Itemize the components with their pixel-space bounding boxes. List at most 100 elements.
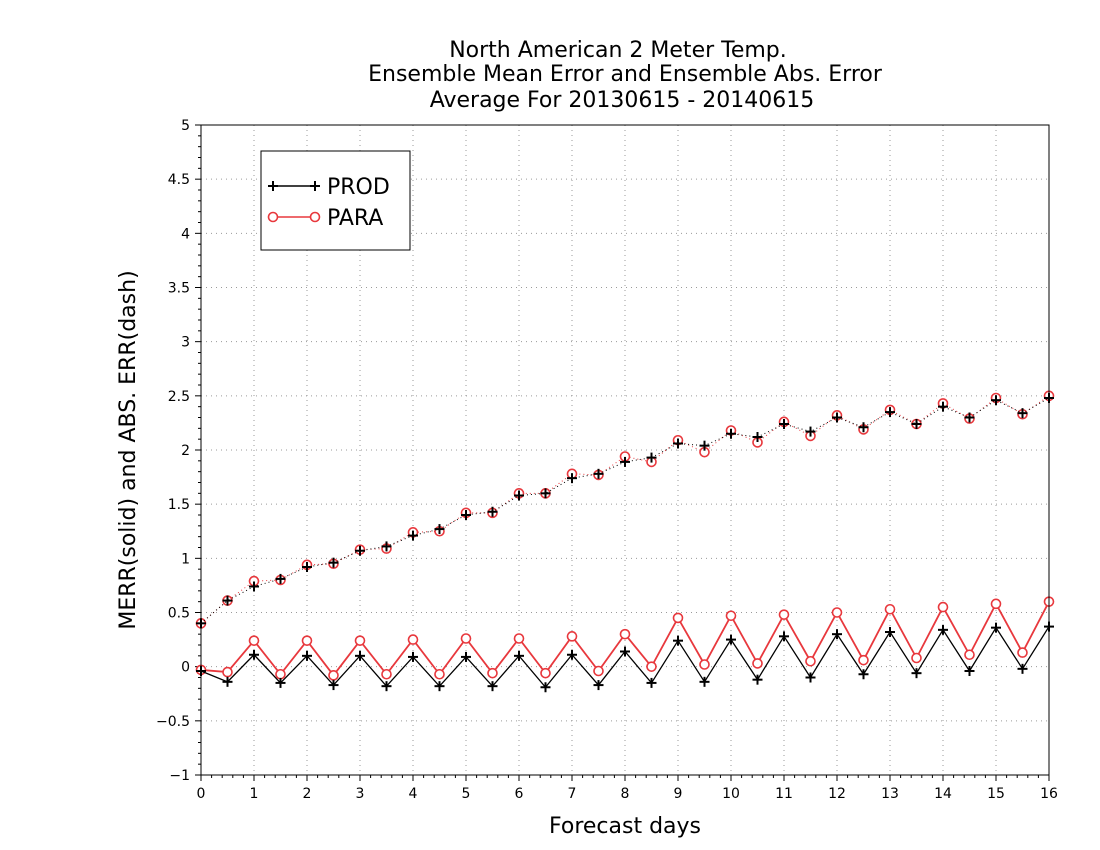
legend-label: PROD <box>327 175 390 200</box>
y-tick-label: 3 <box>181 335 190 351</box>
series-para-merr-point <box>964 649 975 661</box>
series-prod-abs-err-point <box>487 506 498 517</box>
series-prod-merr-point <box>593 680 604 691</box>
series-para-merr-point <box>222 666 233 678</box>
series-prod-abs-err-point <box>699 440 710 451</box>
series-prod-abs-err-point <box>434 524 445 535</box>
series-para-merr-point <box>407 634 419 645</box>
series-prod-merr-point <box>408 651 418 662</box>
x-tick-label: 11 <box>775 786 793 802</box>
y-tick-label: 1.5 <box>168 497 190 513</box>
series-prod-merr-point <box>328 680 339 691</box>
series-prod-abs-err-point <box>964 412 975 423</box>
series-prod-merr-point <box>302 650 312 661</box>
chart-title: North American 2 Meter Temp. Ensemble Me… <box>368 38 883 113</box>
x-tick-label: 15 <box>987 786 1005 802</box>
y-tick-label: 3.5 <box>168 281 190 297</box>
series-prod-merr-point <box>752 674 763 685</box>
y-tick-label: −0.5 <box>156 714 190 730</box>
series-prod-abs-err-point <box>302 562 312 572</box>
series-prod-abs-err-point <box>514 490 524 501</box>
x-tick-label: 16 <box>1040 786 1058 802</box>
series-para-merr-point <box>275 668 286 680</box>
series-prod-merr-point <box>514 650 524 661</box>
series-para-merr-point <box>354 635 366 646</box>
legend-label: PARA <box>327 206 383 231</box>
y-tick-label: 0.5 <box>168 606 190 622</box>
series-prod-merr-point <box>858 669 869 680</box>
series-para-merr-point <box>434 668 445 680</box>
series-para-merr-point <box>381 668 392 680</box>
title-line-3: Average For 20130615 - 20140615 <box>430 88 815 113</box>
series-prod-merr-point <box>726 634 736 645</box>
series-para-merr-point <box>672 612 684 624</box>
series-para-merr-point <box>248 635 260 646</box>
series-prod-merr-point <box>249 649 259 660</box>
series-para-merr-point <box>513 633 525 644</box>
y-tick-label: 1 <box>181 551 190 567</box>
series-prod-merr-point <box>699 676 710 687</box>
series-para-merr-point <box>487 667 498 679</box>
series-prod-merr-point <box>567 649 577 660</box>
y-tick-label: 2.5 <box>168 389 190 405</box>
y-tick-label: 4.5 <box>168 172 190 188</box>
x-tick-label: 9 <box>674 786 683 802</box>
y-tick-label: 2 <box>181 443 190 459</box>
series-para-merr-point <box>805 655 816 667</box>
series-prod-abs-err-point <box>355 545 365 556</box>
series-prod-abs-err-point <box>567 473 577 484</box>
series-para-merr-point <box>699 659 710 670</box>
series-prod-abs-err-point <box>779 419 789 429</box>
grid <box>201 125 1049 775</box>
series-para-merr-point <box>301 635 313 646</box>
series-prod-abs-err-point <box>328 557 339 568</box>
legend-entry-prod: PROD <box>268 175 390 200</box>
series-prod-merr-point <box>646 677 657 688</box>
series-prod-merr-point <box>964 666 975 676</box>
series-para-merr-point <box>646 661 657 672</box>
series-prod-abs-err-point <box>381 541 392 552</box>
series-para-merr-point <box>619 628 631 640</box>
series-prod-merr-point <box>1017 663 1028 674</box>
plot-frame <box>200 124 1050 776</box>
y-tick-label: 4 <box>181 226 190 242</box>
series-prod-merr-point <box>355 650 365 661</box>
series-prod-abs-err-point <box>752 432 763 442</box>
x-tick-label: 4 <box>409 786 418 802</box>
x-tick-label: 7 <box>568 786 577 802</box>
legend: PROD PARA <box>260 150 411 251</box>
series-prod-abs-err-point <box>911 419 922 429</box>
series-prod <box>196 393 1054 693</box>
series-para-merr-point <box>831 607 843 618</box>
x-tick-label: 2 <box>303 786 312 802</box>
series-prod-abs-err-point <box>620 456 630 467</box>
x-tick-label: 5 <box>462 786 471 802</box>
x-tick-label: 10 <box>722 786 740 802</box>
series-prod-merr-point <box>275 677 286 688</box>
series-prod-abs-err-point <box>832 412 842 423</box>
x-tick-label: 14 <box>934 786 952 802</box>
series-prod-merr-point <box>991 622 1001 633</box>
series-para-merr-point <box>884 603 896 615</box>
axis-ticks: 0 1 2 3 4 5 6 7 8 9 10 11 12 13 14 15 16−1−0.500.511.522… <box>156 118 1058 802</box>
series-para-merr-point <box>725 610 737 622</box>
series-prod-merr-point <box>832 629 842 640</box>
series-para-merr-point <box>858 654 869 666</box>
legend-box <box>260 150 411 251</box>
series-prod-merr-point <box>434 681 445 692</box>
series-prod-merr-point <box>911 668 922 679</box>
series-prod-merr-point <box>779 631 789 642</box>
series-prod-abs-err-point <box>858 422 869 433</box>
series-prod-abs-err-point <box>726 428 736 439</box>
series-prod-abs-err-point <box>249 581 259 592</box>
series-prod-abs-err-point <box>673 438 683 449</box>
x-tick-label: 6 <box>515 786 524 802</box>
series-para-merr-point <box>1017 647 1028 658</box>
y-axis-label: MERR(solid) and ABS. ERR(dash) <box>116 270 141 629</box>
series-para-merr-point <box>540 667 551 679</box>
series-prod-abs-err-point <box>461 510 471 520</box>
series-prod-merr-point <box>381 681 392 692</box>
series-prod-merr-point <box>885 627 895 637</box>
series-prod-merr-point <box>540 682 551 693</box>
